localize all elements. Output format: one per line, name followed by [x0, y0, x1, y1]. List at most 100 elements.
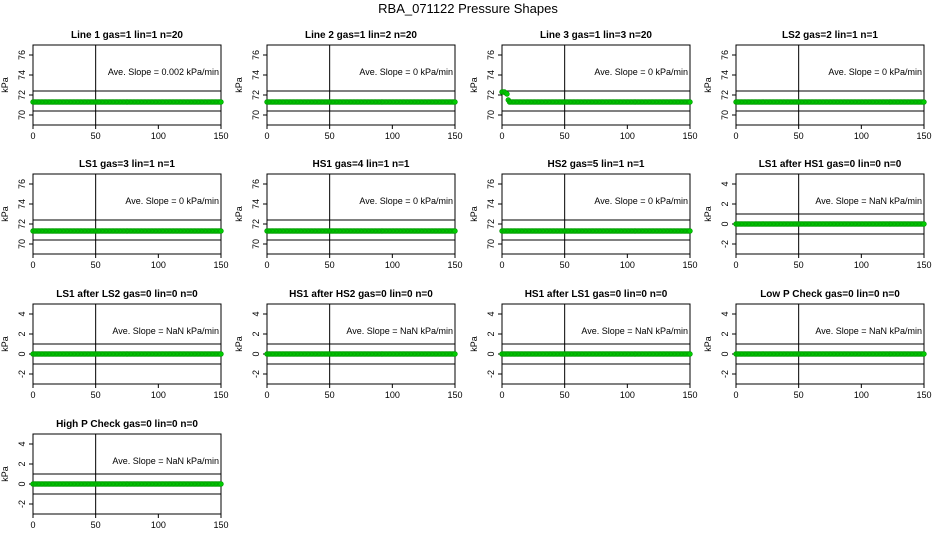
data-point [687, 351, 693, 357]
y-tick-label: -2 [17, 500, 27, 508]
y-tick-label: 72 [486, 219, 496, 229]
y-axis-label: kPa [469, 206, 479, 222]
y-tick-label: 4 [486, 311, 496, 316]
x-tick-label: 50 [91, 260, 101, 270]
data-markers [499, 228, 693, 234]
slope-annotation: Ave. Slope = 0 kPa/min [359, 196, 453, 206]
panel-4: LS2 gas=2 lin=1 n=1 0 50 100 150 70 72 74 76 kPa A… [703, 30, 932, 141]
slope-annotation: Ave. Slope = 0 kPa/min [594, 67, 688, 77]
x-tick-label: 100 [854, 260, 869, 270]
panel-title: LS1 after HS1 gas=0 lin=0 n=0 [759, 159, 902, 170]
y-tick-label: -2 [720, 240, 730, 248]
x-tick-label: 0 [264, 131, 269, 141]
panel-12: Low P Check gas=0 lin=0 n=0 0 50 100 150 -2 0 2… [703, 289, 932, 400]
x-tick-label: 150 [447, 131, 462, 141]
y-axis-label: kPa [703, 206, 713, 222]
plot-frame [266, 173, 456, 255]
y-axis-label: kPa [469, 336, 479, 352]
x-tick-label: 100 [151, 260, 166, 270]
y-tick-label: 70 [251, 110, 261, 120]
panel-2: Line 2 gas=1 lin=2 n=20 0 50 100 150 70 72 74 76… [234, 30, 463, 141]
slope-annotation: Ave. Slope = 0 kPa/min [828, 67, 922, 77]
y-tick-label: 76 [251, 50, 261, 60]
slope-annotation: Ave. Slope = NaN kPa/min [815, 196, 922, 206]
data-markers [499, 89, 693, 105]
data-markers [733, 99, 927, 105]
x-tick-label: 150 [916, 131, 931, 141]
x-tick-label: 50 [794, 390, 804, 400]
y-tick-label: 4 [251, 311, 261, 316]
data-markers [30, 228, 224, 234]
panel-13: High P Check gas=0 lin=0 n=0 0 50 100 150 -2 0… [0, 419, 229, 530]
x-tick-label: 50 [91, 390, 101, 400]
data-point [218, 228, 224, 234]
y-tick-label: 76 [251, 179, 261, 189]
x-tick-label: 150 [916, 390, 931, 400]
slope-annotation: Ave. Slope = 0 kPa/min [359, 67, 453, 77]
y-tick-label: 4 [17, 441, 27, 446]
y-tick-label: 2 [720, 331, 730, 336]
y-tick-label: 0 [486, 351, 496, 356]
y-tick-label: 76 [17, 179, 27, 189]
panel-5: LS1 gas=3 lin=1 n=1 0 50 100 150 70 72 74 76 kPa A… [0, 159, 229, 270]
x-tick-label: 100 [854, 131, 869, 141]
data-point [921, 351, 927, 357]
data-point [921, 99, 927, 105]
data-point [452, 99, 458, 105]
x-tick-label: 150 [447, 390, 462, 400]
data-point [687, 99, 693, 105]
y-tick-label: 76 [720, 50, 730, 60]
plot-frame [735, 44, 925, 126]
y-axis-label: kPa [234, 206, 244, 222]
plot-frame [32, 173, 222, 255]
data-markers [264, 228, 458, 234]
data-point [452, 228, 458, 234]
x-tick-label: 150 [213, 390, 228, 400]
data-point [921, 221, 927, 227]
x-tick-label: 50 [91, 520, 101, 530]
x-tick-label: 100 [854, 390, 869, 400]
panel-8: LS1 after HS1 gas=0 lin=0 n=0 0 50 100 150 -2… [703, 159, 932, 270]
panel-title: Line 2 gas=1 lin=2 n=20 [305, 30, 417, 41]
y-tick-label: 74 [251, 70, 261, 80]
panel-title: LS1 gas=3 lin=1 n=1 [79, 159, 175, 170]
data-markers [30, 481, 224, 487]
x-tick-label: 0 [264, 260, 269, 270]
y-tick-label: -2 [251, 370, 261, 378]
x-tick-label: 100 [620, 390, 635, 400]
slope-annotation: Ave. Slope = 0 kPa/min [125, 196, 219, 206]
data-markers [733, 221, 927, 227]
x-tick-label: 0 [499, 390, 504, 400]
y-tick-label: 70 [486, 110, 496, 120]
slope-annotation: Ave. Slope = NaN kPa/min [581, 326, 688, 336]
y-tick-label: 70 [17, 239, 27, 249]
y-axis-label: kPa [234, 336, 244, 352]
x-tick-label: 50 [325, 131, 335, 141]
y-tick-label: 70 [486, 239, 496, 249]
x-tick-label: 150 [682, 260, 697, 270]
y-axis-label: kPa [469, 77, 479, 93]
y-tick-label: -2 [17, 370, 27, 378]
y-axis-label: kPa [0, 77, 10, 93]
y-axis-label: kPa [703, 77, 713, 93]
data-point [504, 91, 510, 97]
y-tick-label: 74 [486, 199, 496, 209]
y-tick-label: 72 [17, 90, 27, 100]
y-tick-label: 2 [17, 461, 27, 466]
data-markers [264, 351, 458, 357]
panel-title: High P Check gas=0 lin=0 n=0 [56, 419, 198, 430]
x-tick-label: 50 [91, 131, 101, 141]
panel-title: HS2 gas=5 lin=1 n=1 [548, 159, 645, 170]
panel-title: LS1 after LS2 gas=0 lin=0 n=0 [56, 289, 198, 300]
y-tick-label: 72 [251, 219, 261, 229]
panel-title: Low P Check gas=0 lin=0 n=0 [760, 289, 900, 300]
x-tick-label: 50 [325, 260, 335, 270]
panel-title: LS2 gas=2 lin=1 n=1 [782, 30, 878, 41]
slope-annotation: Ave. Slope = NaN kPa/min [112, 456, 219, 466]
x-tick-label: 0 [264, 390, 269, 400]
y-tick-label: 74 [720, 70, 730, 80]
y-tick-label: -2 [720, 370, 730, 378]
x-tick-label: 100 [620, 131, 635, 141]
